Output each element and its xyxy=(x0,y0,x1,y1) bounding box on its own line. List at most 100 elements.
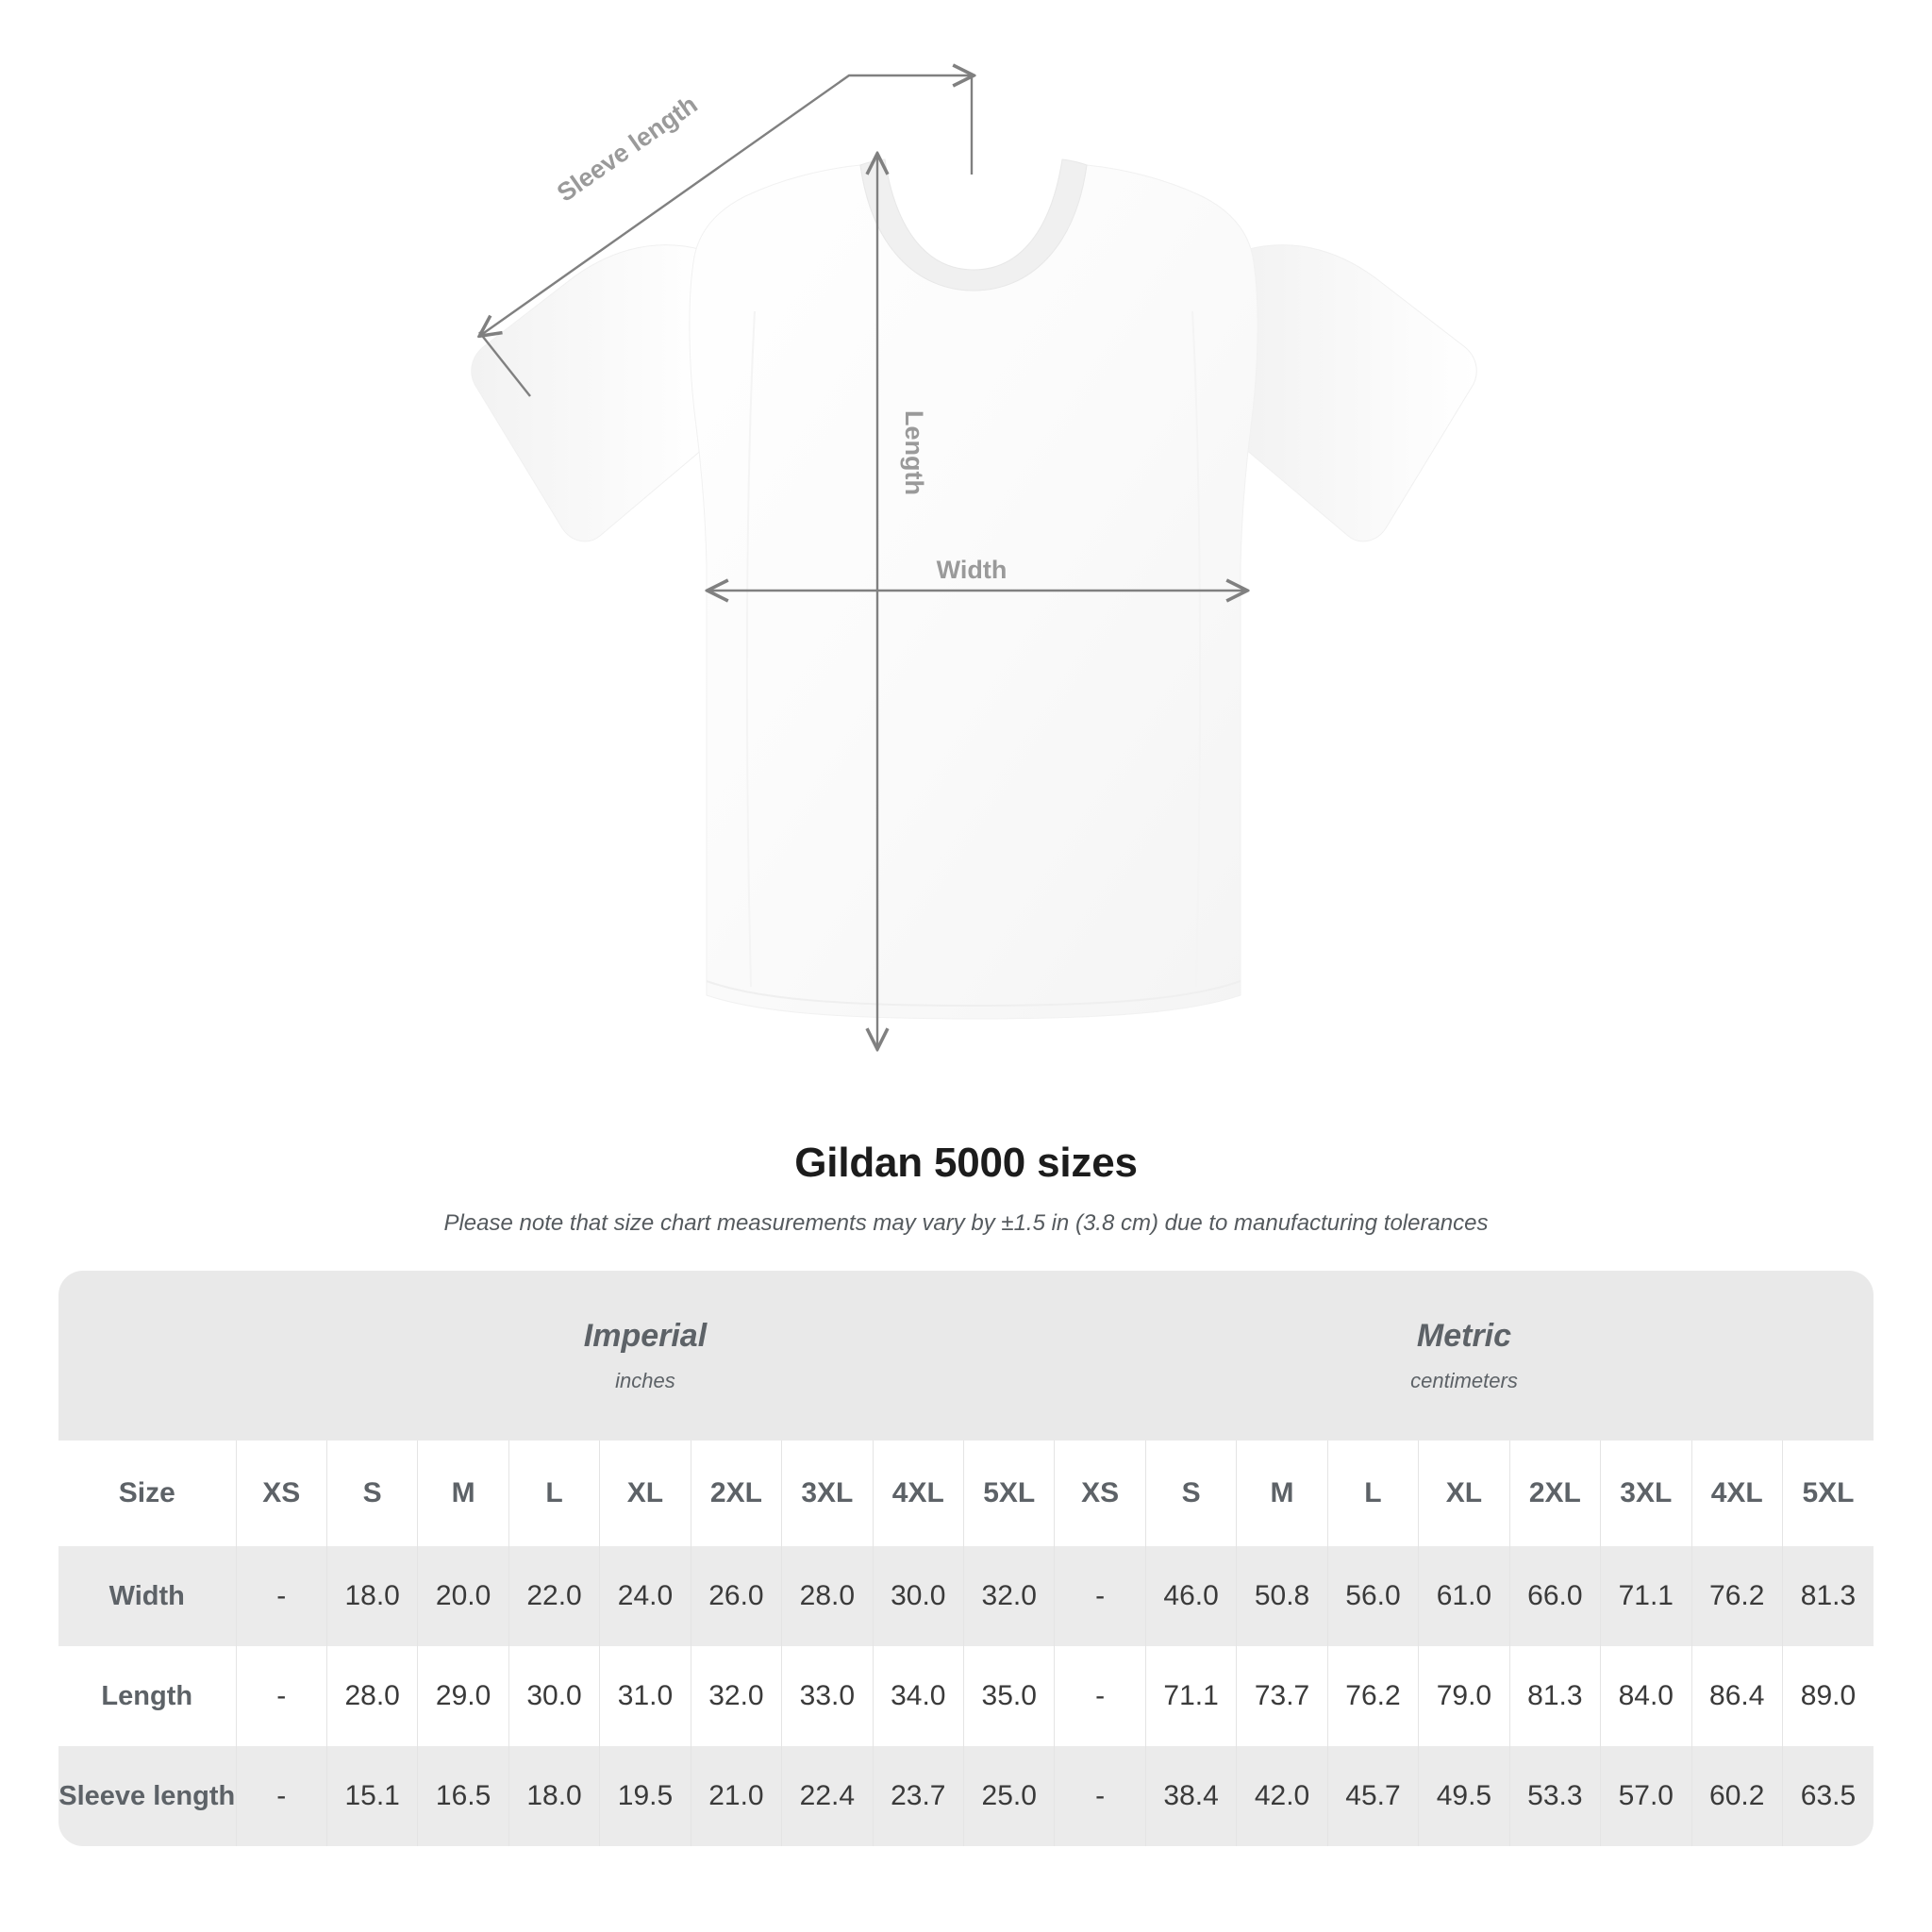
column-header-imperial-l: L xyxy=(508,1441,601,1546)
cell-sleeve-length-imperial-l: 18.0 xyxy=(508,1746,601,1846)
size-table-container: Imperial inches Metric centimeters Size XS S M L… xyxy=(58,1271,1874,1846)
column-header-imperial-2xl: 2XL xyxy=(691,1441,783,1546)
column-header-imperial-m: M xyxy=(417,1441,509,1546)
cell-length-imperial-s: 28.0 xyxy=(326,1646,419,1746)
cell-length-metric-xs: - xyxy=(1054,1646,1146,1746)
column-header-metric-5xl: 5XL xyxy=(1782,1441,1874,1546)
row-label-length: Length xyxy=(58,1646,237,1746)
cell-sleeve-length-metric-4xl: 60.2 xyxy=(1691,1746,1783,1846)
cell-length-metric-m: 73.7 xyxy=(1236,1646,1328,1746)
column-header-imperial-5xl: 5XL xyxy=(963,1441,1056,1546)
tolerance-note: Please note that size chart measurements… xyxy=(443,1209,1489,1236)
width-label: Width xyxy=(937,556,1008,584)
sleeve-length-arrow xyxy=(481,75,972,335)
tshirt-right-sleeve xyxy=(1238,244,1477,542)
cell-length-imperial-4xl: 34.0 xyxy=(873,1646,965,1746)
cell-width-metric-l: 56.0 xyxy=(1327,1546,1420,1646)
cell-length-metric-2xl: 81.3 xyxy=(1509,1646,1602,1746)
cell-length-metric-xl: 79.0 xyxy=(1418,1646,1510,1746)
cell-length-metric-s: 71.1 xyxy=(1145,1646,1238,1746)
page-title: Gildan 5000 sizes xyxy=(794,1140,1138,1186)
cell-sleeve-length-imperial-4xl: 23.7 xyxy=(873,1746,965,1846)
cell-width-metric-m: 50.8 xyxy=(1236,1546,1328,1646)
cell-length-metric-5xl: 89.0 xyxy=(1782,1646,1874,1746)
cell-length-metric-4xl: 86.4 xyxy=(1691,1646,1783,1746)
cell-width-metric-2xl: 66.0 xyxy=(1509,1546,1602,1646)
size-table: Imperial inches Metric centimeters Size XS S M L… xyxy=(58,1271,1874,1846)
length-label: Length xyxy=(900,410,928,495)
column-header-metric-2xl: 2XL xyxy=(1509,1441,1602,1546)
column-header-imperial-4xl: 4XL xyxy=(873,1441,965,1546)
cell-sleeve-length-metric-xl: 49.5 xyxy=(1418,1746,1510,1846)
cell-sleeve-length-imperial-3xl: 22.4 xyxy=(781,1746,874,1846)
sleeve-length-extension-line xyxy=(478,331,531,397)
column-header-size: Size xyxy=(58,1441,237,1546)
unit-banner-row: Imperial inches Metric centimeters xyxy=(58,1271,1874,1441)
cell-length-imperial-xl: 31.0 xyxy=(599,1646,691,1746)
cell-length-imperial-3xl: 33.0 xyxy=(781,1646,874,1746)
cell-sleeve-length-metric-3xl: 57.0 xyxy=(1600,1746,1692,1846)
cell-sleeve-length-metric-5xl: 63.5 xyxy=(1782,1746,1874,1846)
tshirt-fold-left xyxy=(745,310,756,988)
cell-length-imperial-5xl: 35.0 xyxy=(963,1646,1056,1746)
cell-width-imperial-2xl: 26.0 xyxy=(691,1546,783,1646)
column-header-metric-m: M xyxy=(1236,1441,1328,1546)
cell-width-imperial-4xl: 30.0 xyxy=(873,1546,965,1646)
cell-width-imperial-m: 20.0 xyxy=(417,1546,509,1646)
cell-sleeve-length-metric-l: 45.7 xyxy=(1327,1746,1420,1846)
cell-width-imperial-s: 18.0 xyxy=(326,1546,419,1646)
cell-length-imperial-m: 29.0 xyxy=(417,1646,509,1746)
cell-width-metric-xs: - xyxy=(1054,1546,1146,1646)
cell-width-imperial-5xl: 32.0 xyxy=(963,1546,1056,1646)
tshirt-left-sleeve xyxy=(471,244,710,542)
unit-subtitle: inches xyxy=(615,1368,675,1392)
column-header-imperial-xl: XL xyxy=(599,1441,691,1546)
column-header-imperial-s: S xyxy=(326,1441,419,1546)
column-header-metric-xl: XL xyxy=(1418,1441,1510,1546)
column-header-metric-l: L xyxy=(1327,1441,1420,1546)
cell-sleeve-length-imperial-5xl: 25.0 xyxy=(963,1746,1056,1846)
tshirt-body xyxy=(689,164,1258,1020)
table-row: Length -28.0 29.0 30.0 31.0 32.0 33.0 34.0 35.0-… xyxy=(58,1646,1874,1746)
cell-sleeve-length-imperial-2xl: 21.0 xyxy=(691,1746,783,1846)
row-label-sleeve-length: Sleeve length xyxy=(58,1746,237,1846)
chart-title-block: Gildan 5000 sizes Please note that size … xyxy=(0,1140,1932,1238)
unit-header-metric: Metric centimeters xyxy=(1054,1271,1874,1441)
cell-width-metric-s: 46.0 xyxy=(1145,1546,1238,1646)
cell-sleeve-length-imperial-m: 16.5 xyxy=(417,1746,509,1846)
cell-sleeve-length-imperial-xs: - xyxy=(236,1746,327,1846)
cell-width-imperial-l: 22.0 xyxy=(508,1546,601,1646)
cell-length-imperial-2xl: 32.0 xyxy=(691,1646,783,1746)
cell-width-imperial-xs: - xyxy=(236,1546,327,1646)
cell-length-metric-3xl: 84.0 xyxy=(1600,1646,1692,1746)
unit-header-imperial: Imperial inches xyxy=(236,1271,1055,1441)
cell-sleeve-length-imperial-xl: 19.5 xyxy=(599,1746,691,1846)
cell-width-metric-xl: 61.0 xyxy=(1418,1546,1510,1646)
tshirt-hem xyxy=(706,980,1241,1008)
table-row: Width -18.0 20.0 22.0 24.0 26.0 28.0 30.0 32.0-4… xyxy=(58,1546,1874,1646)
column-header-metric-4xl: 4XL xyxy=(1691,1441,1783,1546)
cell-sleeve-length-metric-m: 42.0 xyxy=(1236,1746,1328,1846)
cell-width-metric-4xl: 76.2 xyxy=(1691,1546,1783,1646)
column-header-metric-s: S xyxy=(1145,1441,1238,1546)
table-row: Sleeve length -15.1 16.5 18.0 19.5 21.0 22.4 23… xyxy=(58,1746,1874,1846)
cell-width-metric-3xl: 71.1 xyxy=(1600,1546,1692,1646)
size-header-row: Size XS S M L XL 2XL 3XL 4XL 5XL XS S M L XL 2XL 3XL 4XL 5… xyxy=(58,1441,1874,1546)
cell-width-imperial-3xl: 28.0 xyxy=(781,1546,874,1646)
cell-length-imperial-l: 30.0 xyxy=(508,1646,601,1746)
cell-width-imperial-xl: 24.0 xyxy=(599,1546,691,1646)
cell-width-metric-5xl: 81.3 xyxy=(1782,1546,1874,1646)
sleeve-length-dimension xyxy=(478,74,972,397)
sleeve-length-label: Sleeve length xyxy=(552,90,703,207)
unit-name: Metric xyxy=(1416,1318,1512,1355)
row-label-width: Width xyxy=(58,1546,237,1646)
tshirt-fold-right xyxy=(1191,310,1202,988)
column-header-imperial-xs: XS xyxy=(236,1441,327,1546)
tshirt-illustration xyxy=(471,158,1477,1020)
unit-subtitle: centimeters xyxy=(1410,1368,1518,1392)
column-header-imperial-3xl: 3XL xyxy=(781,1441,874,1546)
cell-sleeve-length-metric-2xl: 53.3 xyxy=(1509,1746,1602,1846)
unit-name: Imperial xyxy=(583,1318,708,1355)
cell-sleeve-length-metric-s: 38.4 xyxy=(1145,1746,1238,1846)
